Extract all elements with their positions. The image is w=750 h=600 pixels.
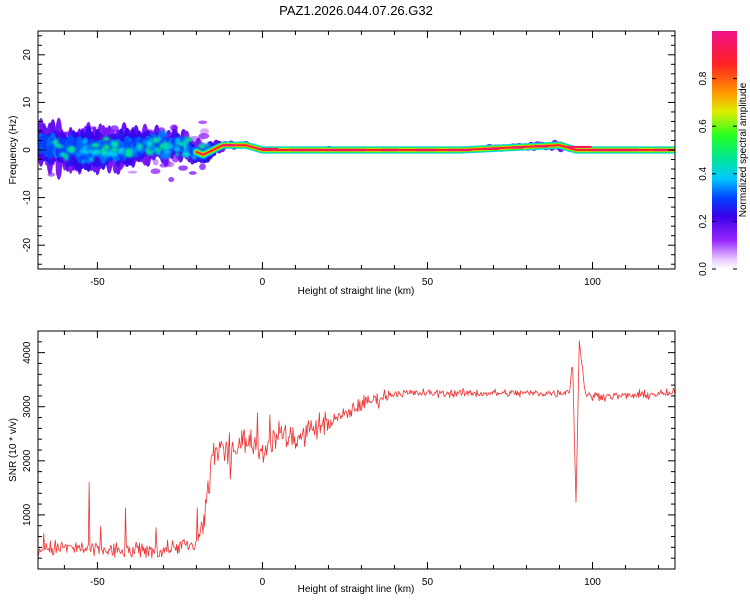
- top-xtick-label: 50: [422, 277, 434, 288]
- heatmap-hotspot: [146, 150, 153, 155]
- heatmap-hotspot: [124, 139, 129, 147]
- heatmap-hotspot: [82, 140, 87, 144]
- bot-ytick-label: 4000: [22, 341, 33, 364]
- heatmap-hotspot: [167, 143, 173, 147]
- heatmap-hotspot: [149, 133, 157, 138]
- colorbar-label: Normalized spectral amplitude: [738, 82, 749, 217]
- bot-xtick-label: -50: [90, 577, 105, 588]
- heatmap-hotspot: [79, 149, 87, 154]
- colorbar-tick-label: 0.2: [698, 214, 709, 228]
- heatmap-hotspot: [85, 146, 92, 151]
- colorbar-tick-label: 0.4: [698, 166, 709, 180]
- heatmap-noise: [152, 159, 159, 166]
- snr-series-line: [38, 340, 675, 559]
- heatmap-hotspot: [63, 153, 68, 158]
- spectrogram-heatmap: [38, 117, 675, 183]
- heatmap-hotspot: [175, 137, 181, 143]
- heatmap-hotspot: [100, 147, 106, 152]
- top-ytick-label: 0: [22, 147, 33, 153]
- heatmap-hotspot: [124, 152, 133, 158]
- colorbar-tick-label: 0.6: [698, 119, 709, 133]
- bot-ytick-label: 2000: [22, 449, 33, 472]
- colorbar-tick-label: 0.0: [698, 262, 709, 276]
- heatmap-noise: [127, 170, 138, 174]
- top-axis-ticks: -50 0 50 100 -20 -10 0 10 20: [22, 31, 675, 288]
- heatmap-hotspot: [89, 157, 94, 162]
- heatmap-hotspot: [153, 148, 162, 152]
- heatmap-noise: [199, 163, 206, 171]
- heatmap-hotspot: [111, 147, 118, 152]
- heatmap-hotspot: [102, 137, 111, 141]
- top-xtick-label: 0: [260, 277, 266, 288]
- bot-xtick-label: 0: [260, 577, 266, 588]
- heatmap-hotspot: [106, 151, 113, 156]
- top-xtick-label: 100: [584, 277, 601, 288]
- heatmap-hotspot: [198, 143, 206, 150]
- bottom-panel: -50 0 50 100 1000 2000 3000 4000 Height of stra…: [8, 330, 676, 595]
- heatmap-hotspot: [101, 158, 107, 164]
- heatmap-hotspot: [112, 151, 118, 157]
- heatmap-hotspot: [54, 143, 61, 148]
- heatmap-hotspot: [146, 140, 154, 147]
- heatmap-noise: [198, 120, 208, 125]
- heatmap-hotspot: [159, 153, 167, 160]
- heatmap-noise: [168, 176, 175, 183]
- bottom-axis-ticks: -50 0 50 100 1000 2000 3000 4000: [22, 330, 675, 588]
- heatmap-noise: [178, 165, 189, 171]
- bottom-y-axis-label: SNR (10 * v/v): [8, 418, 19, 482]
- heatmap-hotspot: [90, 142, 100, 148]
- heatmap-hotspot: [91, 150, 96, 156]
- bottom-plot-area: [38, 331, 675, 569]
- heatmap-hotspot: [66, 146, 76, 153]
- top-ytick-label: 20: [22, 49, 33, 61]
- top-x-axis-label: Height of straight line (km): [298, 286, 415, 297]
- colorbar-ticks: 0.0 0.2 0.4 0.6 0.8: [698, 71, 737, 276]
- heatmap-hotspot: [81, 159, 86, 164]
- top-ytick-label: -20: [22, 238, 33, 253]
- bot-xtick-label: 100: [584, 577, 601, 588]
- heatmap-noise: [198, 133, 210, 139]
- heatmap-hotspot: [103, 145, 110, 150]
- heatmap-noise: [200, 128, 210, 135]
- top-y-axis-label: Frequency (Hz): [8, 116, 19, 185]
- top-ytick-label: -10: [22, 190, 33, 205]
- bot-ytick-label: 3000: [22, 395, 33, 418]
- top-ytick-label: 10: [22, 96, 33, 108]
- heatmap-noise: [188, 171, 197, 175]
- heatmap-hotspot: [151, 137, 159, 144]
- colorbar-gradient: [712, 31, 737, 269]
- colorbar-tick-label: 0.8: [698, 71, 709, 85]
- top-xtick-label: -50: [90, 277, 105, 288]
- heatmap-hotspot: [158, 130, 168, 137]
- heatmap-hotspot: [183, 143, 188, 151]
- bot-ytick-label: 1000: [22, 503, 33, 526]
- heatmap-hotspot: [117, 147, 124, 155]
- heatmap-noise: [150, 168, 161, 175]
- heatmap-hotspot: [174, 152, 180, 157]
- colorbar: 0.0 0.2 0.4 0.6 0.8 Normalized spectral ampl…: [698, 31, 749, 276]
- heatmap-hotspot: [53, 138, 58, 145]
- heatmap-hotspot: [181, 151, 190, 158]
- heatmap-hotspot: [50, 143, 55, 150]
- heatmap-hotspot: [113, 141, 119, 147]
- heatmap-hotspot: [179, 136, 188, 141]
- chart-title: PAZ1.2026.044.07.26.G32: [279, 3, 433, 18]
- heatmap-hotspot: [174, 146, 180, 152]
- heatmap-hotspot: [159, 142, 165, 150]
- bot-xtick-label: 50: [422, 577, 434, 588]
- heatmap-hotspot: [163, 149, 172, 154]
- heatmap-hotspot: [204, 142, 211, 149]
- heatmap-hotspot: [135, 151, 141, 157]
- top-panel: -50 0 50 100 -20 -10 0 10 20 Height of straight …: [8, 30, 676, 297]
- bottom-x-axis-label: Height of straight line (km): [298, 584, 415, 595]
- heatmap-hotspot: [136, 142, 143, 150]
- heatmap-hotspot: [75, 153, 82, 157]
- heatmap-hotspot: [192, 154, 197, 160]
